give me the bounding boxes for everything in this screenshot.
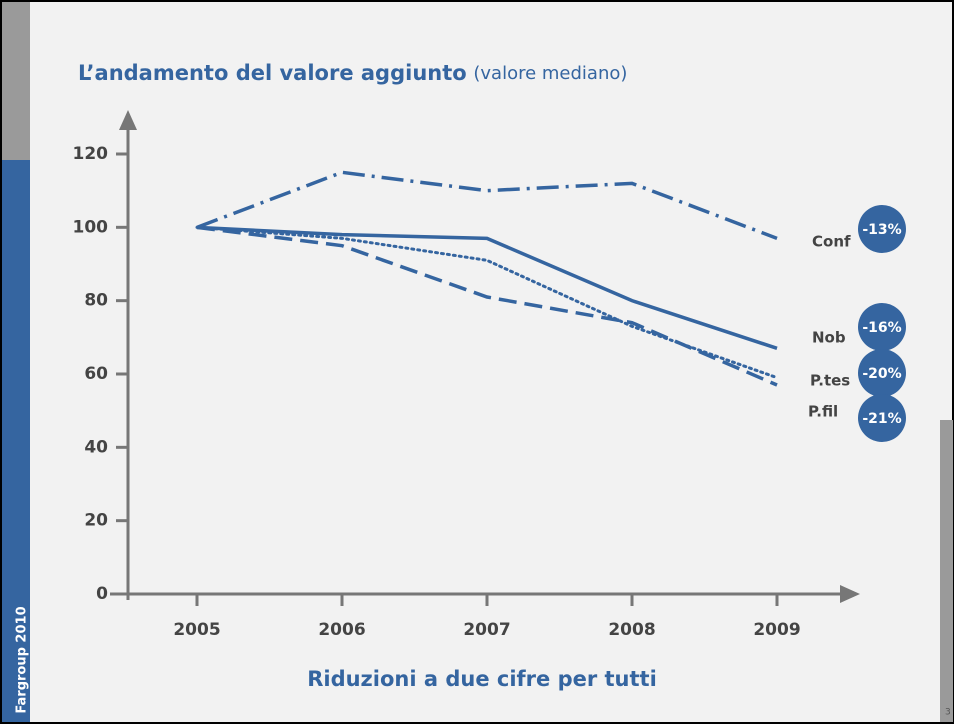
change-label: -21% <box>862 411 901 427</box>
title-main: L’andamento del valore aggiunto <box>78 61 467 85</box>
page-number: 3 <box>945 708 951 718</box>
y-tick-label: 100 <box>73 217 109 237</box>
x-tick-label: 2005 <box>173 620 220 640</box>
change-label: -16% <box>862 320 901 336</box>
x-tick-label: 2007 <box>463 620 510 640</box>
x-tick-label: 2009 <box>753 620 800 640</box>
series-label: P.fil <box>808 403 838 421</box>
y-tick-label: 20 <box>84 511 108 531</box>
background <box>1 1 953 723</box>
title-note: (valore mediano) <box>473 63 627 84</box>
series-label: P.tes <box>810 372 850 390</box>
slide: Fargroup 2010 3 L’andamento del valore a… <box>0 0 954 724</box>
x-tick-label: 2008 <box>608 620 655 640</box>
y-tick-label: 60 <box>84 364 108 384</box>
change-label: -20% <box>862 366 901 382</box>
title: L’andamento del valore aggiunto (valore … <box>78 61 627 85</box>
y-tick-label: 80 <box>84 291 108 311</box>
subtitle: Riduzioni a due cifre per tutti <box>307 667 657 691</box>
side-strip-top <box>2 2 30 160</box>
y-tick-label: 120 <box>73 144 109 164</box>
side-label: Fargroup 2010 <box>15 606 30 713</box>
series-label: Nob <box>812 329 846 347</box>
y-tick-label: 40 <box>84 437 108 457</box>
change-label: -13% <box>862 222 901 238</box>
y-tick-label: 0 <box>96 584 108 604</box>
x-tick-label: 2006 <box>318 620 365 640</box>
series-label: Conf <box>812 233 851 251</box>
right-strip <box>940 420 953 722</box>
